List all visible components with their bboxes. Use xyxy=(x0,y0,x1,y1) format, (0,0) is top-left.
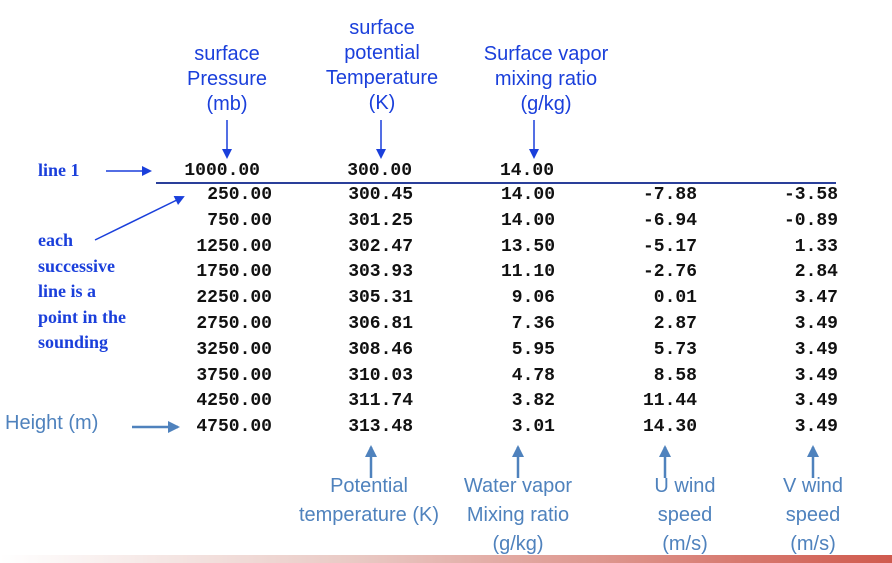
table-cell: 1750.00 xyxy=(196,262,272,283)
table-cell: 3.47 xyxy=(794,288,838,309)
table-cell: 301.25 xyxy=(348,210,413,231)
table-cell: 8.58 xyxy=(653,365,697,386)
header-vapor: 14.00 xyxy=(499,161,554,181)
table-cell: 14.00 xyxy=(500,185,555,205)
table-cell: 306.81 xyxy=(348,314,413,334)
table-cell: 5.95 xyxy=(511,339,555,360)
table-cell: 311.74 xyxy=(348,391,413,412)
table-cell: 3.01 xyxy=(511,417,555,438)
table-cell: 3750.00 xyxy=(196,365,272,386)
table-cell: -0.89 xyxy=(783,210,838,231)
bottom-theta-label: Potential temperature (K) xyxy=(298,475,440,526)
sounding-table: 250.00 300.45 14.00 -7.88 -3.58 750.00 301.25 1… xyxy=(0,185,892,445)
header-pressure: 1000.00 xyxy=(184,161,260,181)
table-cell: 9.06 xyxy=(511,288,555,309)
bottom-v-label: V wind speed (m/s) xyxy=(782,475,844,555)
header-theta: 300.00 xyxy=(347,161,412,181)
table-cell: 5.73 xyxy=(653,339,697,360)
table-cell: 14.00 xyxy=(500,210,555,231)
successive-arrow xyxy=(94,196,185,241)
table-cell: 2.87 xyxy=(653,314,697,334)
table-cell: 1.33 xyxy=(794,236,838,257)
table-cell: 2.84 xyxy=(794,262,838,283)
table-cell: -6.94 xyxy=(642,210,697,231)
table-cell: 3.49 xyxy=(794,339,838,360)
table-cell: 1250.00 xyxy=(196,236,272,257)
table-cell: 7.36 xyxy=(511,314,555,334)
vapor-label: Surface vapor mixing ratio (g/kg) xyxy=(483,43,609,115)
table-cell: 750.00 xyxy=(207,210,272,231)
successive-label: each successive line is a point in the s… xyxy=(38,230,127,352)
table-cell: -5.17 xyxy=(642,236,697,257)
table-cell: 305.31 xyxy=(348,288,413,309)
table-cell: 14.30 xyxy=(642,417,697,438)
table-cell: 313.48 xyxy=(348,417,413,438)
table-cell: -3.58 xyxy=(783,185,838,205)
table-cell: -2.76 xyxy=(642,262,697,283)
bottom-accent-bar xyxy=(0,555,892,563)
table-cell: 303.93 xyxy=(348,262,413,283)
table-cell: 3.49 xyxy=(794,417,838,438)
line1-label: line 1 xyxy=(38,160,80,180)
table-cell: -7.88 xyxy=(642,185,697,205)
table-cell: 3.82 xyxy=(511,391,555,412)
table-cell: 308.46 xyxy=(348,339,413,360)
table-cell: 11.44 xyxy=(642,391,697,412)
table-cell: 310.03 xyxy=(348,365,413,386)
table-cell: 300.45 xyxy=(348,185,413,205)
table-cell: 0.01 xyxy=(653,288,697,309)
bottom-vapor-label: Water vapor Mixing ratio (g/kg) xyxy=(463,475,573,555)
header-row: 1000.00 300.00 14.00 xyxy=(150,161,560,185)
table-cell: 13.50 xyxy=(500,236,555,257)
pressure-label: surface Pressure (mb) xyxy=(186,43,268,115)
table-cell: 4250.00 xyxy=(196,391,272,412)
table-cell: 4.78 xyxy=(511,365,555,386)
table-cell: 4750.00 xyxy=(196,417,272,438)
table-cell: 302.47 xyxy=(348,236,413,257)
bottom-u-label: U wind speed (m/s) xyxy=(654,475,716,555)
table-cell: 3.49 xyxy=(794,365,838,386)
table-cell: 250.00 xyxy=(207,185,272,205)
table-cell: 3.49 xyxy=(794,391,838,412)
height-label: Height (m) xyxy=(5,412,99,434)
table-cell: 2250.00 xyxy=(196,288,272,309)
table-cell: 3250.00 xyxy=(196,339,272,360)
theta-label: surface potential Temperature (K) xyxy=(325,17,439,114)
table-cell: 11.10 xyxy=(500,262,555,283)
table-cell: 3.49 xyxy=(794,314,838,334)
table-cell: 2750.00 xyxy=(196,314,272,334)
